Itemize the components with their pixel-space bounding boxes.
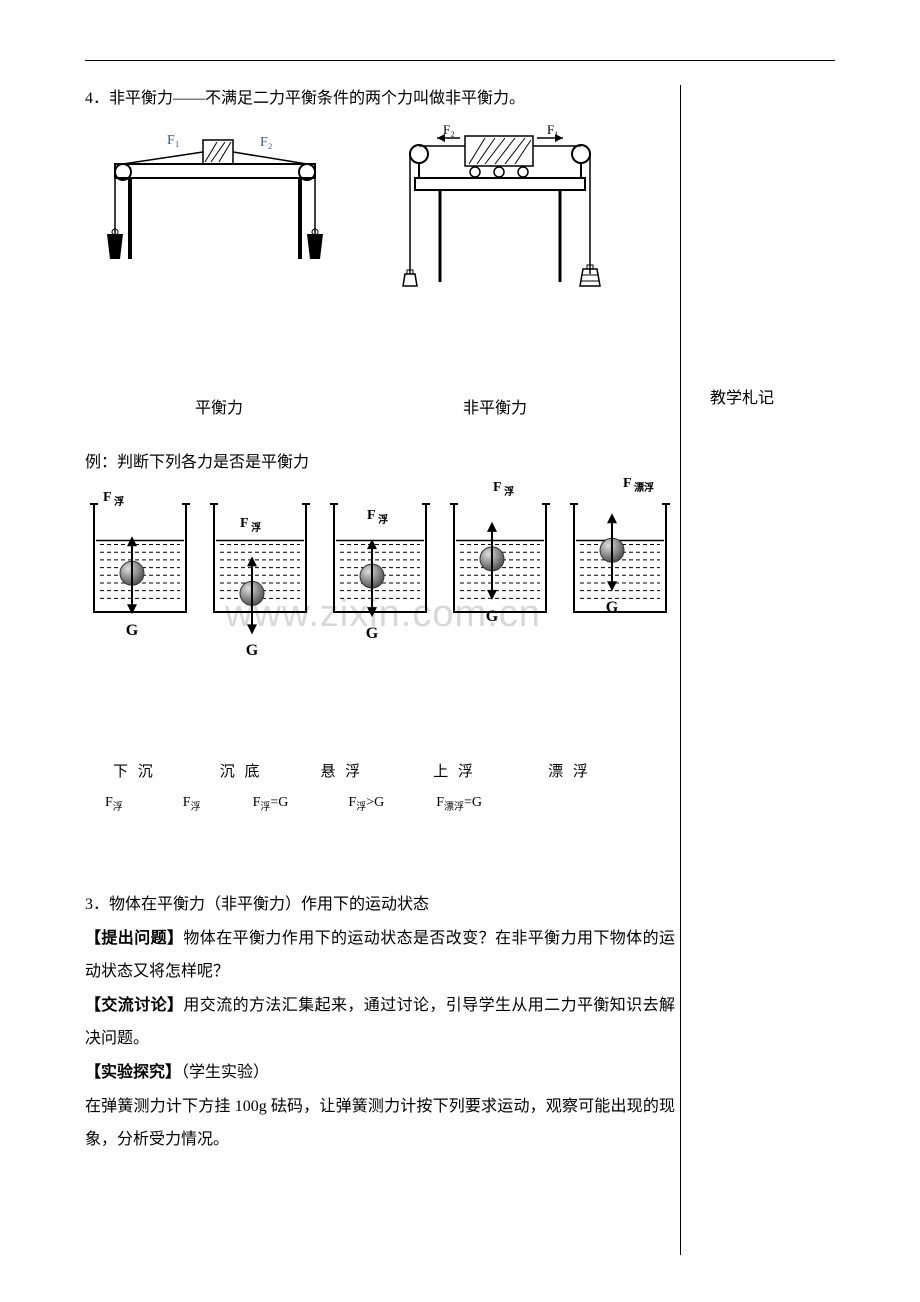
heading-4: 4．非平衡力——不满足二力平衡条件的两个力叫做非平衡力。 xyxy=(85,85,675,114)
state-1: 下 沉 xyxy=(113,760,156,781)
formula-3: F 浮=G xyxy=(253,795,289,813)
g-label-3: G xyxy=(357,625,387,643)
formula-row: F 浮 F 浮 F 浮=G F 浮>G F 漂浮=G xyxy=(85,795,675,813)
state-2: 沉 底 xyxy=(220,760,263,781)
p3-bold: 【实验探究】 xyxy=(85,1064,181,1081)
beaker-2: F 浮 xyxy=(205,484,315,660)
state-3: 悬 浮 xyxy=(321,760,364,781)
f-buoy-label-4: F 浮 xyxy=(493,480,514,498)
balance-label: 平衡力 xyxy=(195,394,243,418)
formula-5: F 漂浮=G xyxy=(436,795,482,813)
state-row: 下 沉沉 底悬 浮上 浮漂 浮 xyxy=(85,760,675,781)
f1-label-a: F₁ xyxy=(167,133,180,148)
f2-label-b: F₂ xyxy=(443,124,455,137)
nonbalance-label: 非平衡力 xyxy=(463,394,527,418)
f-buoy-label-2: F 浮 xyxy=(240,516,261,534)
beaker-3: F 浮 xyxy=(325,484,435,660)
formula-1: F 浮 xyxy=(105,795,123,813)
p1: 【提出问题】物体在平衡力作用下的运动状态是否改变？在非平衡力用下物体的运动状态又… xyxy=(85,922,675,989)
f-buoy-label-5: F 漂浮 xyxy=(623,476,654,494)
beaker-1: F 浮 xyxy=(85,484,195,660)
formula-4: F 浮>G xyxy=(348,795,384,813)
state-4: 上 浮 xyxy=(433,760,476,781)
diagram-row: F₁ F₂ xyxy=(85,124,675,304)
g-label-4: G xyxy=(477,608,507,626)
p2: 【交流讨论】用交流的方法汇集起来，通过讨论，引导学生从用二力平衡知识去解决问题。 xyxy=(85,989,675,1056)
g-label-1: G xyxy=(117,622,147,640)
g-label-5: G xyxy=(597,599,627,617)
p3: 【实验探究】（学生实验） xyxy=(85,1056,675,1090)
p2-bold: 【交流讨论】 xyxy=(85,997,183,1014)
f-buoy-label-3: F 浮 xyxy=(367,508,388,526)
side-note: 教学札记 xyxy=(710,384,774,408)
p4: 在弹簧测力计下方挂 100g 砝码，让弹簧测力计按下列要求运动，观察可能出现的现… xyxy=(85,1090,675,1157)
section3-title: 3．物体在平衡力（非平衡力）作用下的运动状态 xyxy=(85,888,675,922)
beaker-5: F 漂浮 xyxy=(565,484,675,660)
p3-paren: （学生实验） xyxy=(181,1064,269,1081)
beaker-4: F 浮 xyxy=(445,484,555,660)
diagram-unbalanced: F₂ F₁ xyxy=(385,124,615,304)
beaker-row: F 浮 xyxy=(85,484,675,660)
p1-bold: 【提出问题】 xyxy=(85,930,183,947)
g-label-2: G xyxy=(237,642,267,660)
state-5: 漂 浮 xyxy=(548,760,591,781)
diagram-balanced: F₁ F₂ xyxy=(85,124,345,304)
formula-2: F 浮 xyxy=(183,795,201,813)
f2-label-a: F₂ xyxy=(260,135,273,150)
f-buoy-label-1: F 浮 xyxy=(103,490,124,508)
example-heading: 例：判断下列各力是否是平衡力 xyxy=(85,448,675,472)
f1-label-b: F₁ xyxy=(547,124,559,137)
